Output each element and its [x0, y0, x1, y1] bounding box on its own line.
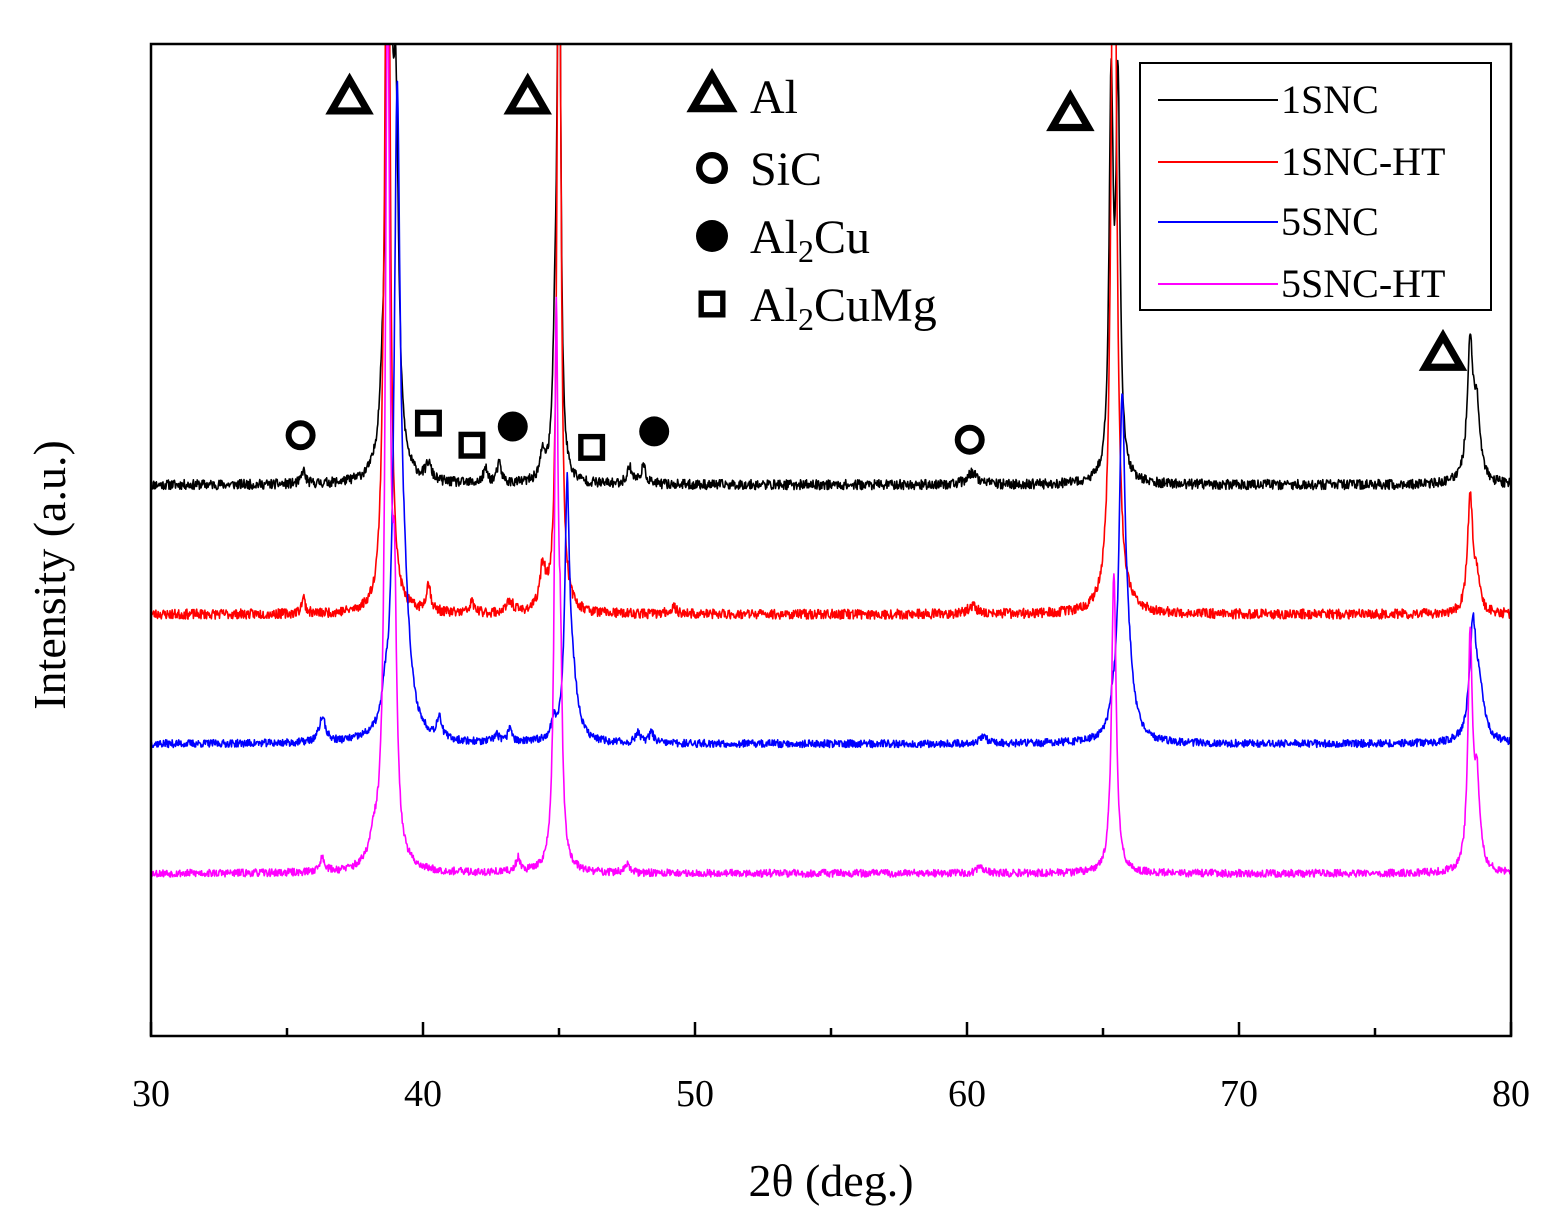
phase-marker-layer [285, 72, 1468, 461]
x-axis-label: 2θ (deg.) [748, 1155, 913, 1206]
phase-legend-label: Al2CuMg [750, 279, 937, 337]
series-line-1snc-ht [151, 44, 1511, 620]
series-legend-item-1snc-ht: 1SNC-HT [1158, 139, 1445, 184]
phase-legend-item: Al2Cu [696, 211, 870, 269]
series-legend-box [1139, 62, 1492, 311]
phase-marker-open-triangle-1 [503, 72, 552, 115]
phase-marker-open-triangle-0 [325, 72, 374, 115]
series-legend-item-5snc: 5SNC [1158, 199, 1379, 244]
phase-legend-label: SiC [750, 143, 822, 196]
phase-marker-filled-circle-9 [497, 411, 528, 442]
x-tick-label: 50 [676, 1073, 714, 1115]
series-line-1snc [151, 44, 1511, 491]
series-legend-label: 5SNC [1281, 199, 1379, 244]
series-legend-label: 1SNC-HT [1281, 139, 1445, 184]
phase-marker-filled-circle-10 [639, 416, 670, 447]
series-legend-label: 1SNC [1281, 77, 1379, 122]
x-tick-label: 40 [404, 1073, 442, 1115]
series-legend-label: 5SNC-HT [1281, 261, 1445, 306]
series-line-5snc-ht [151, 44, 1511, 878]
series-legend-item-5snc-ht: 5SNC-HT [1158, 261, 1445, 306]
phase-marker-open-circle-5 [954, 424, 985, 455]
phase-legend-open-triangle-icon [686, 67, 738, 113]
phase-legend-item: Al2CuMg [698, 279, 937, 337]
series-legend-item-1snc: 1SNC [1158, 77, 1379, 122]
phase-legend-item: Al [686, 67, 798, 124]
phase-legend-filled-circle-icon [696, 220, 728, 252]
phase-marker-open-triangle-2 [1046, 89, 1095, 132]
x-axis: 30 40 50 60 70 80 [132, 1022, 1530, 1115]
x-tick-label: 30 [132, 1073, 170, 1115]
phase-legend: Al SiC Al2Cu Al2CuMg [686, 67, 937, 337]
phase-legend-open-circle-icon [696, 151, 729, 184]
x-tick-label: 60 [948, 1073, 986, 1115]
series-line-5snc [151, 80, 1511, 749]
phase-marker-open-square-6 [414, 409, 442, 437]
phase-marker-open-circle-4 [285, 420, 316, 451]
x-tick-label: 80 [1492, 1073, 1530, 1115]
phase-legend-label: Al2Cu [750, 211, 870, 269]
y-axis-label: Intensity (a.u.) [24, 440, 75, 710]
phase-legend-label: Al [750, 71, 798, 124]
phase-legend-item: SiC [696, 143, 822, 196]
phase-marker-open-square-8 [578, 433, 606, 461]
x-tick-label: 70 [1220, 1073, 1258, 1115]
series-legend: 1SNC 1SNC-HT 5SNC 5SNC-HT [1139, 62, 1492, 311]
phase-marker-open-triangle-3 [1418, 328, 1468, 371]
series-layer [151, 44, 1511, 878]
phase-marker-open-square-7 [458, 431, 486, 459]
phase-legend-open-square-icon [698, 290, 726, 318]
